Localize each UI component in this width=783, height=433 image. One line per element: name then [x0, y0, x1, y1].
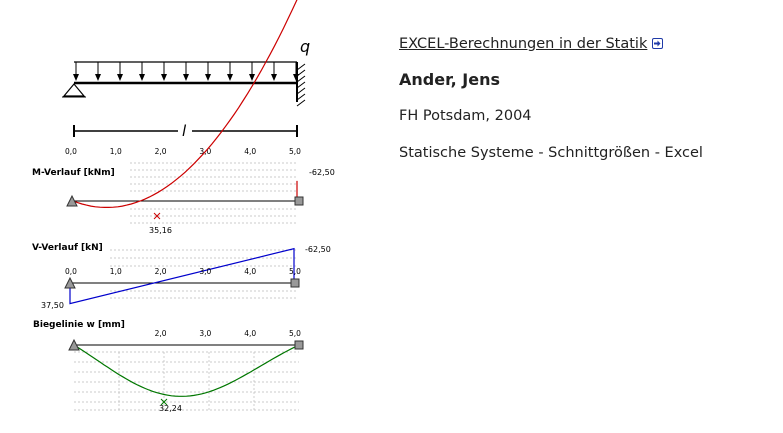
hatch-line — [296, 99, 306, 107]
hatch-line — [296, 63, 306, 71]
x-tick-label: 4,0 — [244, 267, 256, 276]
moment-title: M-Verlauf [kNm] — [32, 168, 115, 178]
max-marker-stroke — [153, 212, 161, 220]
load-label: q — [300, 37, 310, 56]
deflection-curve — [73, 344, 300, 397]
x-tick-label: 1,0 — [110, 147, 122, 156]
load-arrow-head — [73, 74, 79, 81]
deflection-grid — [74, 351, 299, 411]
shear-start-label: 37,50 — [41, 301, 64, 310]
description: Statische Systeme - Schnittgrößen - Exce… — [399, 145, 703, 161]
x-tick-label: 5,0 — [289, 147, 301, 156]
hatch-line — [296, 93, 306, 101]
max-marker-stroke — [160, 398, 168, 406]
x-tick-label: 2,0 — [155, 267, 167, 276]
deflection-max-label: 32,24 — [159, 404, 182, 413]
shear-grid — [110, 249, 297, 299]
x-tick-label: 1,0 — [110, 267, 122, 276]
load-arrows — [73, 62, 299, 81]
x-tick-label: 4,0 — [244, 329, 256, 338]
load-arrow-head — [249, 74, 255, 81]
x-tick-label: 3,0 — [199, 329, 211, 338]
x-tick-labels-deflection: 2,0 3,0 4,0 5,0 — [155, 329, 302, 338]
deflection-fixed-support-icon — [294, 340, 304, 350]
beam-statics-figure: q l 0,0 1,0 2,0 3,0 4,0 5,0 M-Verlauf [kNm] 3… — [32, 0, 335, 413]
hatch-line — [296, 81, 306, 89]
hatch-line — [296, 75, 306, 83]
moment-fixed-support-icon — [294, 196, 304, 206]
moment-curve — [72, 0, 298, 208]
load-arrow-head — [161, 74, 167, 81]
load-arrow-head — [183, 74, 189, 81]
x-tick-label: 5,0 — [289, 329, 301, 338]
load-arrow-head — [95, 74, 101, 81]
fixed-support-hatch — [296, 63, 306, 107]
x-tick-label: 4,0 — [244, 147, 256, 156]
moment-end-label: -62,50 — [309, 168, 335, 177]
x-tick-label: 2,0 — [155, 329, 167, 338]
shear-end-label: -62,50 — [305, 245, 331, 254]
shear-diagram: V-Verlauf [kN] 0,0 1,0 2,0 3,0 4,0 5,0 37,50 … — [32, 243, 331, 310]
load-arrow-head — [271, 74, 277, 81]
x-tick-labels-shear: 0,0 1,0 2,0 3,0 4,0 5,0 — [65, 267, 301, 276]
hatch-line — [296, 69, 306, 77]
shear-fixed-support-icon — [290, 278, 300, 288]
moment-max-label: 35,16 — [149, 226, 172, 235]
deflection-max-marker — [160, 398, 168, 406]
shear-pin-support-icon — [64, 276, 76, 289]
title-link[interactable]: EXCEL-Berechnungen in der Statik — [399, 36, 648, 52]
shear-title: V-Verlauf [kN] — [32, 243, 103, 253]
title-link-row: EXCEL-Berechnungen in der Statik — [399, 36, 664, 52]
load-arrow-head — [139, 74, 145, 81]
hatch-line — [296, 87, 306, 95]
x-tick-label: 2,0 — [155, 147, 167, 156]
author-name: Ander, Jens — [399, 70, 500, 89]
length-label-bg — [178, 124, 192, 136]
deflection-pin-support-icon — [68, 338, 80, 351]
shear-line — [69, 247, 295, 305]
load-arrow-head — [227, 74, 233, 81]
moment-max-marker — [153, 212, 161, 220]
x-tick-label: 0,0 — [65, 267, 77, 276]
publisher-year: FH Potsdam, 2004 — [399, 108, 532, 124]
moment-pin-support-icon — [66, 194, 78, 207]
x-tick-label: 0,0 — [65, 147, 77, 156]
x-tick-labels-top: 0,0 1,0 2,0 3,0 4,0 5,0 — [65, 147, 301, 156]
x-tick-label: 3,0 — [199, 267, 211, 276]
load-arrow-head — [117, 74, 123, 81]
beam-load-diagram: q l 0,0 1,0 2,0 3,0 4,0 5,0 — [62, 37, 310, 156]
length-label: l — [182, 122, 187, 140]
load-arrow-head — [205, 74, 211, 81]
pin-support-icon — [62, 83, 86, 97]
x-tick-label: 5,0 — [289, 267, 301, 276]
external-link-icon[interactable] — [652, 38, 664, 49]
deflection-title: Biegelinie w [mm] — [33, 320, 125, 330]
moment-diagram: M-Verlauf [kNm] 35,16 -62,50 — [32, 0, 335, 235]
deflection-diagram: Biegelinie w [mm] 2,0 3,0 4,0 5,0 32,24 — [33, 320, 304, 413]
